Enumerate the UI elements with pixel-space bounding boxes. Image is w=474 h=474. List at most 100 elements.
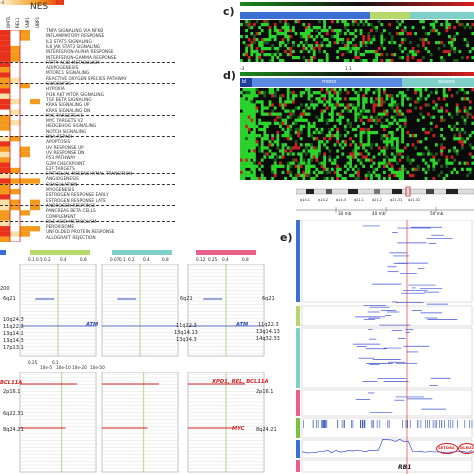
heat-cell [401, 41, 404, 45]
heat-cell [383, 29, 386, 33]
heat-cell [258, 146, 261, 150]
heat-cell [357, 152, 360, 156]
heat-cell [331, 94, 334, 98]
heat-cell [424, 32, 428, 36]
gene-set-label: IL2 STAT5 SIGNALING [46, 39, 92, 45]
heat-cell [388, 158, 391, 162]
heat-cell [364, 20, 368, 24]
heat-cell [255, 109, 259, 113]
heat-cell [253, 124, 256, 129]
heat-cell [289, 115, 293, 119]
heat-cell [271, 88, 274, 92]
panel-d-groupbar [240, 78, 474, 87]
heat-cell [289, 127, 293, 132]
heat-cell [354, 115, 358, 119]
heat-cell [305, 35, 308, 39]
heat-cell [323, 158, 326, 162]
heat-cell [367, 109, 371, 113]
heat-cell [250, 103, 254, 107]
heat-cell [242, 173, 246, 178]
heat-cell [351, 97, 355, 101]
heat-cell [325, 176, 329, 180]
heat-cell [367, 41, 371, 45]
heat-cell [294, 173, 298, 178]
band-label: q14.1 [300, 198, 311, 202]
heat-cell [320, 35, 324, 39]
heat-cell [0, 45, 10, 52]
heat-cell [305, 118, 308, 122]
heat-cell [276, 134, 280, 138]
heat-cell [305, 146, 308, 150]
heat-cell [351, 20, 355, 24]
heat-cell [398, 112, 402, 116]
heat-cell [328, 41, 332, 45]
heat-cell [294, 127, 298, 132]
heat-cell [393, 158, 397, 162]
heat-cell [10, 167, 20, 174]
gene-set-label: COMPLEMENT [46, 214, 77, 220]
heat-cell [331, 118, 334, 122]
heat-cell [323, 109, 326, 113]
heat-cell [396, 32, 399, 36]
heat-cell [273, 23, 277, 27]
heat-cell [247, 118, 251, 122]
heat-cell [362, 130, 365, 135]
gene-set-label: ALLOGRAFT REJECTION [46, 235, 96, 241]
heat-cell [429, 29, 433, 33]
heat-cell [357, 56, 360, 60]
heat-cell [279, 44, 282, 48]
heat-cell [255, 59, 259, 62]
heat-cell [406, 109, 410, 113]
heat-cell [320, 140, 324, 144]
heat-cell [242, 137, 246, 141]
heat-cell [422, 158, 425, 162]
heat-cell [253, 23, 256, 27]
heat-cell [364, 97, 368, 101]
heat-cell [312, 53, 316, 57]
heat-cell [0, 189, 10, 195]
heat-cell [458, 130, 462, 135]
heat-cell [325, 59, 329, 62]
heat-cell [349, 158, 352, 162]
heat-cell [429, 152, 433, 156]
heat-cell [372, 100, 376, 104]
heat-cell [331, 29, 334, 33]
gene-set-label: PEROXISOME [46, 225, 75, 231]
heat-cell [424, 137, 428, 141]
heat-cell [302, 158, 306, 162]
heat-cell [461, 146, 464, 150]
heat-cell [401, 50, 404, 54]
heat-cell [333, 97, 337, 101]
heat-cell [388, 176, 391, 180]
heat-cell [349, 173, 352, 178]
heat-cell [406, 130, 410, 135]
chr-label: 11q22.3 [176, 323, 197, 329]
heat-cell [390, 137, 394, 141]
heat-cell [359, 137, 363, 141]
heat-cell [320, 115, 324, 119]
heat-cell [448, 112, 451, 116]
heat-cell [424, 130, 428, 135]
heat-cell [338, 29, 342, 33]
heat-cell [286, 170, 290, 175]
heat-cell [325, 29, 329, 33]
heat-cell [349, 143, 352, 147]
heat-cell [260, 41, 264, 45]
heat-cell [320, 59, 324, 62]
heat-cell [305, 112, 308, 116]
heat-cell [302, 91, 306, 95]
heat-cell [255, 106, 259, 110]
heat-cell [258, 176, 261, 180]
heat-cell [471, 115, 474, 119]
heat-cell [292, 121, 295, 125]
heat-cell [341, 152, 345, 156]
heat-cell [367, 35, 371, 39]
heat-cell [450, 155, 454, 159]
heat-cell [416, 59, 420, 62]
heat-cell [323, 97, 326, 101]
heat-cell [250, 32, 254, 36]
heat-cell [354, 53, 358, 57]
heat-cell [336, 94, 339, 98]
heat-cell [0, 231, 10, 237]
heat-cell [333, 29, 337, 33]
